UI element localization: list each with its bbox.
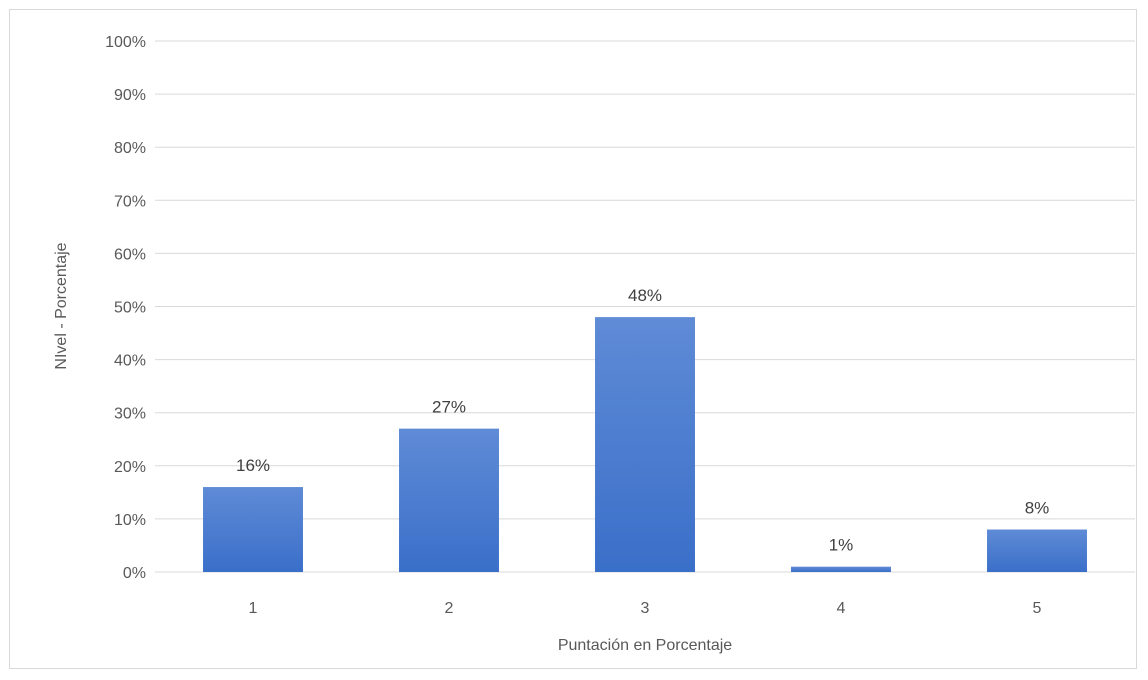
x-axis-title: Puntación en Porcentaje <box>558 637 732 654</box>
y-axis-title: NIvel - Porcentaje <box>53 242 70 369</box>
x-axis-ticks: 1 2 3 4 5 <box>249 600 1042 617</box>
bar-2 <box>399 428 499 572</box>
data-label-3: 48% <box>628 286 662 305</box>
data-label-2: 27% <box>432 398 466 417</box>
y-tick-label: 70% <box>114 193 146 210</box>
x-tick-label-3: 3 <box>641 600 650 617</box>
x-tick-label-4: 4 <box>837 600 846 617</box>
y-tick-label: 100% <box>105 34 146 51</box>
y-tick-label: 90% <box>114 87 146 104</box>
y-axis-ticks: 0% 10% 20% 30% 40% 50% 60% 70% 80% 90% 100% <box>105 34 146 582</box>
y-tick-label: 60% <box>114 246 146 263</box>
x-tick-label-1: 1 <box>249 600 258 617</box>
data-label-1: 16% <box>236 456 270 475</box>
y-tick-label: 40% <box>114 353 146 370</box>
x-tick-label-5: 5 <box>1033 600 1042 617</box>
y-tick-label: 80% <box>114 140 146 157</box>
y-tick-label: 30% <box>114 406 146 423</box>
x-tick-label-2: 2 <box>445 600 454 617</box>
bar-5 <box>987 529 1087 572</box>
y-tick-label: 10% <box>114 512 146 529</box>
y-tick-label: 20% <box>114 459 146 476</box>
y-tick-label: 50% <box>114 300 146 317</box>
chart-frame <box>9 9 1137 669</box>
bar-3 <box>595 317 695 572</box>
bars <box>203 317 1087 572</box>
data-label-5: 8% <box>1025 499 1050 518</box>
bar-1 <box>203 487 303 572</box>
data-label-4: 1% <box>829 536 854 555</box>
y-tick-label: 0% <box>123 565 146 582</box>
gridlines <box>155 40 1135 573</box>
bar-4 <box>791 566 891 572</box>
data-labels: 16% 27% 48% 1% 8% <box>236 286 1049 555</box>
